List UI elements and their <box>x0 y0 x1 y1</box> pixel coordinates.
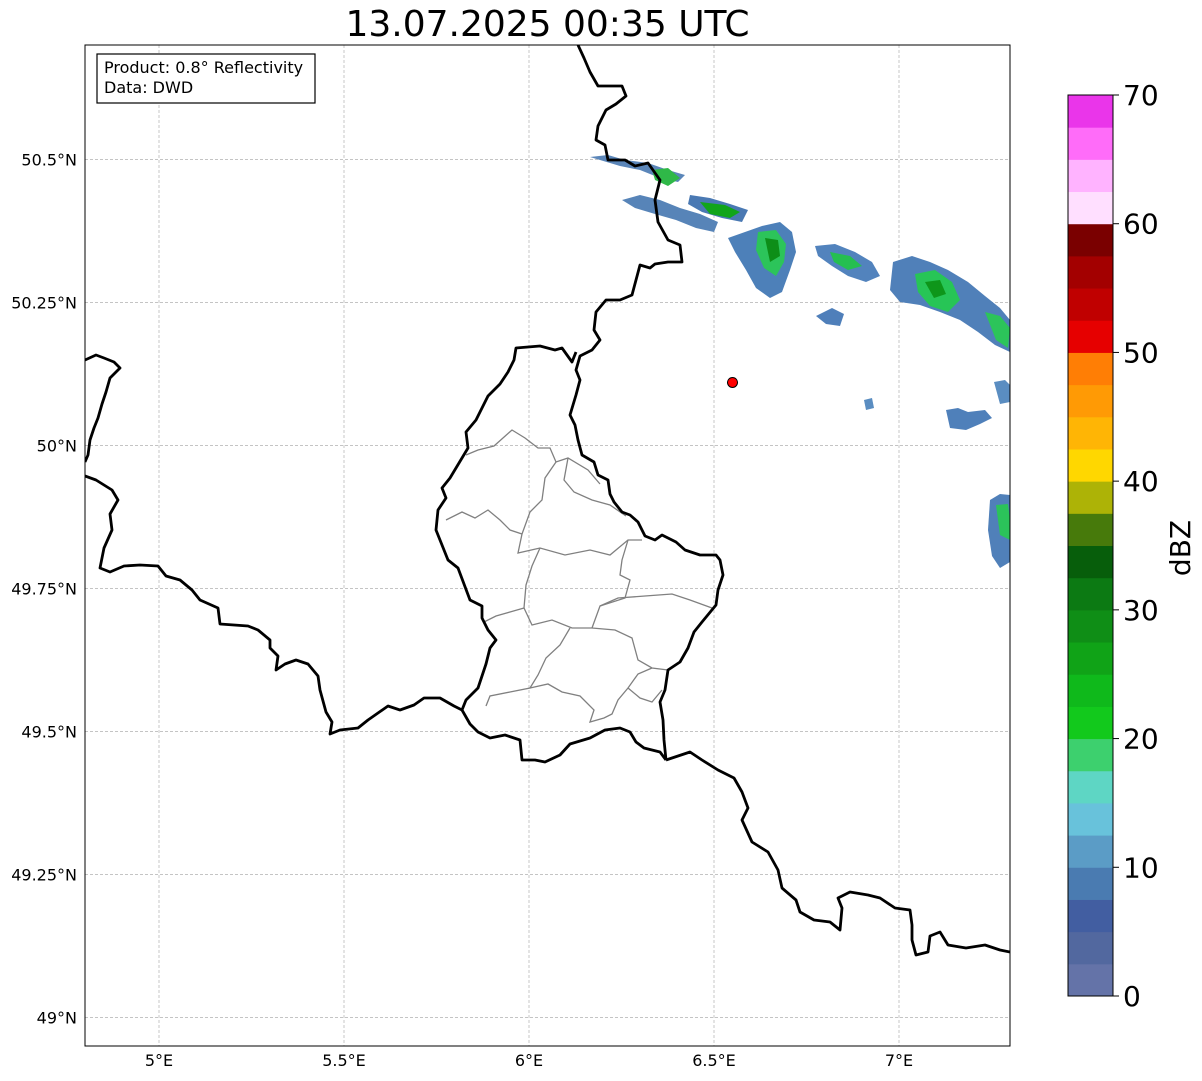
colorbar-segment <box>1068 384 1113 418</box>
y-tick-label: 49°N <box>37 1008 77 1027</box>
map-background <box>85 45 1010 1046</box>
colorbar-tick-label: 30 <box>1123 594 1159 627</box>
colorbar-segment <box>1068 899 1113 933</box>
colorbar-segment <box>1068 545 1113 579</box>
colorbar-label: dBZ <box>1164 520 1197 576</box>
colorbar-segment <box>1068 191 1113 225</box>
map-title: 13.07.2025 00:35 UTC <box>345 4 750 45</box>
colorbar-segment <box>1068 513 1113 546</box>
colorbar-segment <box>1068 867 1113 900</box>
colorbar-segment <box>1068 223 1113 257</box>
colorbar-tick-label: 60 <box>1123 208 1159 241</box>
colorbar-tick-label: 0 <box>1123 980 1141 1013</box>
colorbar-ticks: 0 10 20 30 40 50 60 70 <box>1113 79 1159 1013</box>
colorbar-segment <box>1068 416 1113 450</box>
colorbar-segment <box>1068 352 1113 386</box>
colorbar-segment <box>1068 609 1113 643</box>
colorbar-segment <box>1068 320 1113 353</box>
colorbar-segment <box>1068 95 1113 128</box>
gridlines <box>85 45 1010 1046</box>
info-data-source: Data: DWD <box>104 78 193 97</box>
colorbar-segment <box>1068 802 1113 836</box>
colorbar-segment <box>1068 642 1113 675</box>
x-tick-label: 6.5°E <box>692 1051 736 1070</box>
colorbar-segment <box>1068 738 1113 772</box>
district-boundaries <box>445 429 713 723</box>
colorbar-tick-label: 40 <box>1123 465 1159 498</box>
colorbar-segment <box>1068 963 1113 997</box>
colorbar-segment <box>1068 159 1113 193</box>
x-tick-label: 5.5°E <box>322 1051 366 1070</box>
colorbar-segment <box>1068 931 1113 965</box>
colorbar-tick-label: 70 <box>1123 79 1159 112</box>
x-axis-ticks: 5°E 5.5°E 6°E 6.5°E 7°E <box>145 1051 913 1070</box>
colorbar-segment <box>1068 835 1113 868</box>
y-tick-label: 50°N <box>37 436 77 455</box>
colorbar-segment <box>1068 577 1113 611</box>
y-tick-label: 49.5°N <box>21 722 77 741</box>
map-frame <box>84 44 1011 1047</box>
y-axis-ticks: 50.5°N 50.25°N 50°N 49.75°N 49.5°N 49.25°N 49°… <box>11 150 77 1027</box>
colorbar-tick-label: 20 <box>1123 723 1159 756</box>
colorbar-tick-label: 50 <box>1123 336 1159 369</box>
colorbar-segment <box>1068 127 1113 160</box>
colorbar-tick-label: 10 <box>1123 851 1159 884</box>
colorbar-segment <box>1068 481 1113 514</box>
y-tick-label: 50.5°N <box>21 150 77 169</box>
colorbar-segment <box>1068 770 1113 804</box>
info-box: Product: 0.8° Reflectivity Data: DWD <box>96 53 316 104</box>
country-borders <box>85 45 1010 957</box>
colorbar-segment <box>1068 706 1113 740</box>
radar-site-marker <box>727 376 738 388</box>
colorbar-segment <box>1068 255 1113 289</box>
colorbar <box>1067 94 1114 997</box>
y-tick-label: 50.25°N <box>11 293 77 312</box>
x-tick-label: 5°E <box>145 1051 173 1070</box>
colorbar-segment <box>1068 288 1113 321</box>
colorbar-frame <box>1067 94 1114 997</box>
colorbar-segment <box>1068 674 1113 707</box>
y-tick-label: 49.75°N <box>11 579 77 598</box>
y-tick-label: 49.25°N <box>11 865 77 884</box>
x-tick-label: 6°E <box>515 1051 543 1070</box>
reflectivity-echoes <box>590 155 1010 568</box>
info-product: Product: 0.8° Reflectivity <box>104 58 303 77</box>
colorbar-segment <box>1068 448 1113 482</box>
x-tick-label: 7°E <box>885 1051 913 1070</box>
